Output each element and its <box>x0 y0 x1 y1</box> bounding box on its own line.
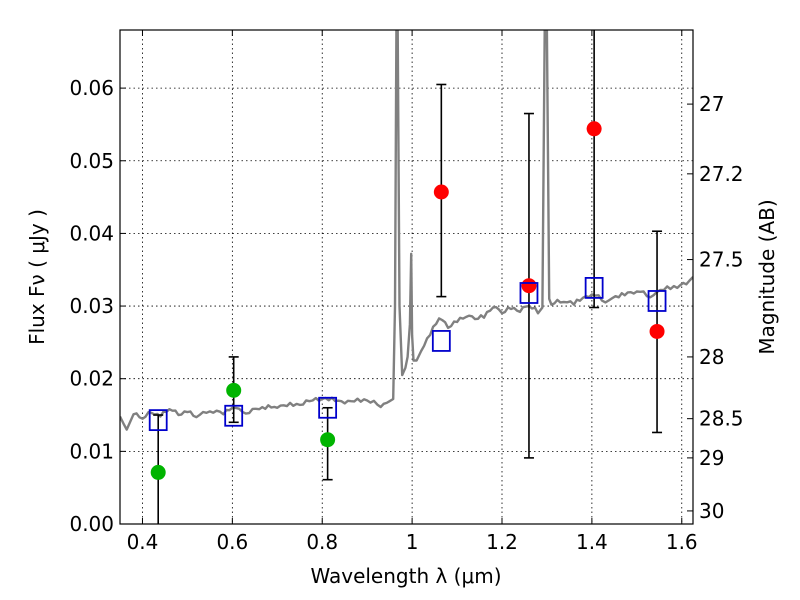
y-tick-label: 0.01 <box>69 439 114 463</box>
y-tick-label: 0.06 <box>69 76 114 100</box>
nondetection-point <box>586 121 602 137</box>
x-tick-label: 1.6 <box>666 530 698 554</box>
y2-tick-label: 30 <box>699 499 724 523</box>
y2-tick-label: 27.5 <box>699 248 744 272</box>
detection-point <box>320 432 336 448</box>
y-tick-label: 0.04 <box>69 221 114 245</box>
y2-axis-label: Magnitude (AB) <box>755 199 779 354</box>
x-tick-label: 0.6 <box>216 530 248 554</box>
detection-point <box>150 464 166 480</box>
x-tick-label: 1.2 <box>486 530 518 554</box>
marker-layer <box>148 121 667 480</box>
y2-tick-label: 29 <box>699 446 724 470</box>
spectrum-layer <box>120 30 693 431</box>
model-photometry-square <box>584 276 604 299</box>
y-tick-label: 0.03 <box>69 294 114 318</box>
x-tick-label: 0.8 <box>306 530 338 554</box>
errorbar-layer <box>153 30 663 524</box>
y2-tick-label: 28.5 <box>699 407 744 431</box>
x-tick-label: 1.4 <box>576 530 608 554</box>
y-tick-label: 0.05 <box>69 149 114 173</box>
x-axis-label: Wavelength λ (μm) <box>310 564 501 588</box>
plot-frame <box>119 29 694 525</box>
y-axis-label: Flux Fν ( μJy ) <box>25 209 49 345</box>
model-photometry-square <box>318 396 338 419</box>
x-tick-label: 1 <box>406 530 419 554</box>
model-spectrum-line <box>120 30 693 431</box>
axis-ticks: 0.4 0.6 0.8 1 1.2 1.4 1.6 0.00 0.01 0.02 0.03 0.04 0… <box>69 30 744 554</box>
model-photometry-square <box>431 330 451 352</box>
y2-tick-label: 27.2 <box>699 162 744 186</box>
nondetection-point <box>433 184 449 200</box>
model-photometry-square <box>224 404 244 427</box>
model-photometry-square <box>647 290 667 312</box>
y2-tick-label: 28 <box>699 345 724 369</box>
y2-tick-label: 27 <box>699 92 724 116</box>
detection-point <box>226 382 242 398</box>
model-photometry-square <box>148 409 168 432</box>
y-tick-label: 0.00 <box>69 512 114 536</box>
nondetection-point <box>649 323 665 339</box>
model-photometry-square <box>519 282 539 304</box>
y-tick-label: 0.02 <box>69 367 114 391</box>
nondetection-point <box>521 278 537 294</box>
x-tick-label: 0.4 <box>127 530 159 554</box>
